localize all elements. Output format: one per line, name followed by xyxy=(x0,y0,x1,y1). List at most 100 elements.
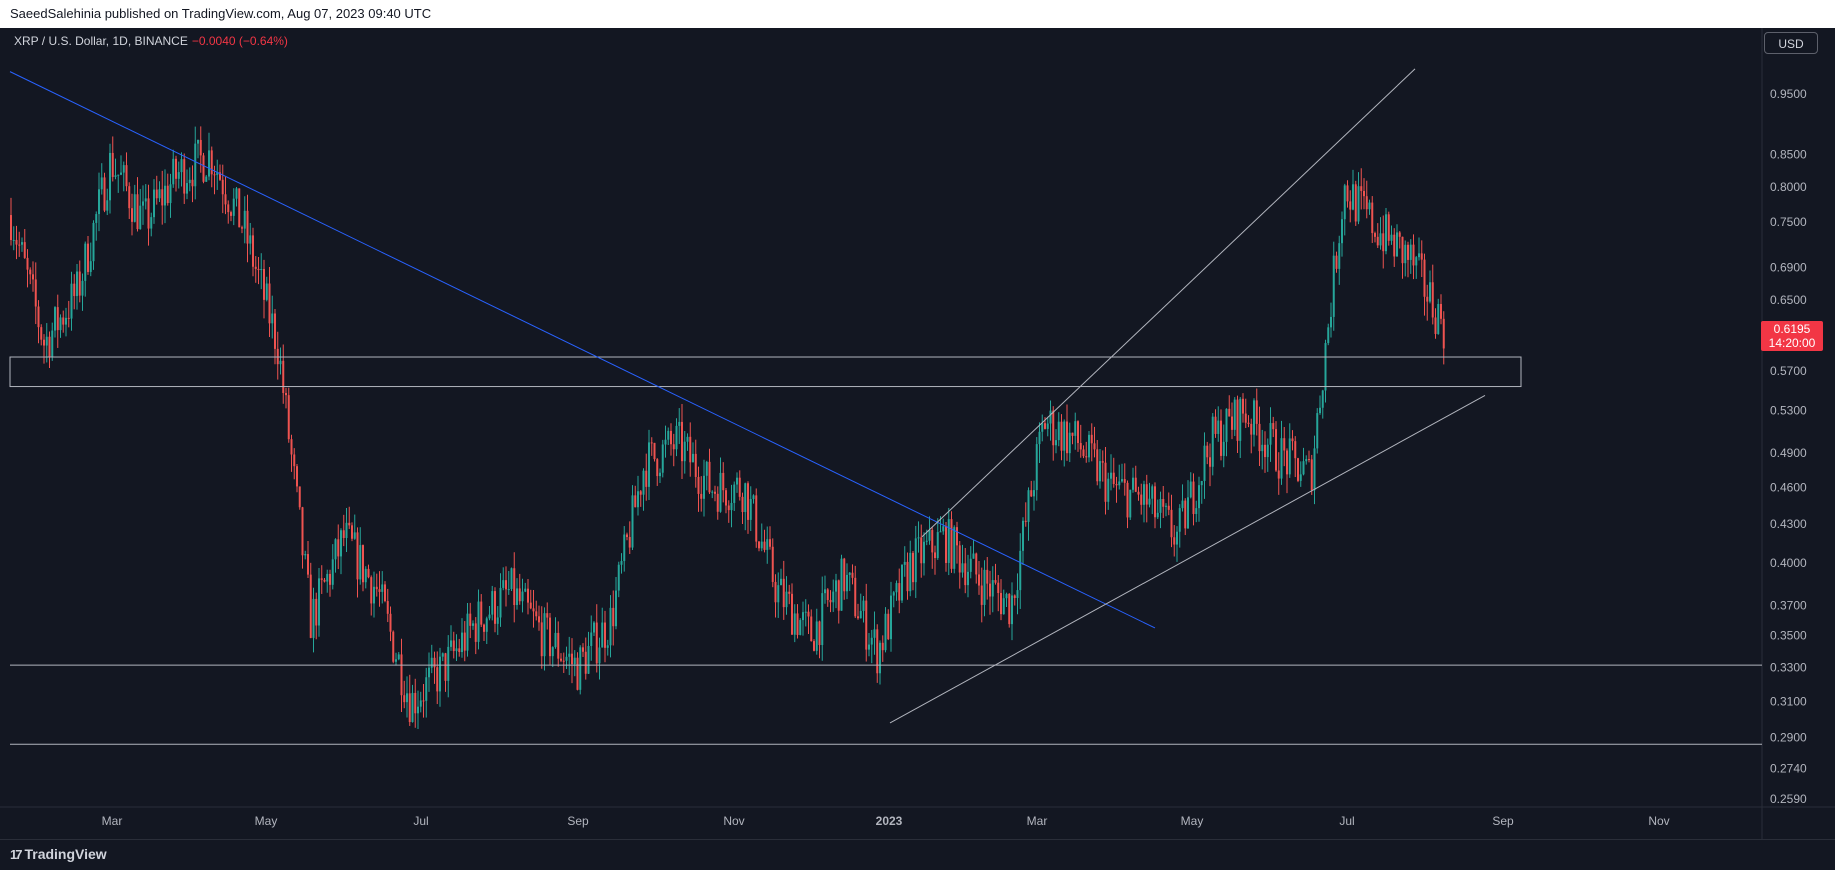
candle-body xyxy=(612,607,615,627)
candle-body xyxy=(142,201,144,206)
time-tick-label: Sep xyxy=(1492,814,1514,828)
price-tick-label: 0.2900 xyxy=(1770,731,1807,745)
candle-body xyxy=(351,525,353,539)
publish-header: SaeedSalehinia published on TradingView.… xyxy=(0,0,1835,28)
candle-body xyxy=(290,439,293,455)
candle-body xyxy=(1112,472,1115,484)
candle-body xyxy=(1283,438,1286,451)
candle-body xyxy=(906,561,909,592)
candle-body xyxy=(868,644,870,650)
candle-body xyxy=(1368,202,1371,210)
candle-body xyxy=(1049,410,1052,424)
candle-body xyxy=(802,612,804,621)
price-chart[interactable]: 0.9500 0.8500 0.8000 0.7500 0.6900 0.6500 0.57… xyxy=(0,28,1835,839)
candle-body xyxy=(1244,413,1247,423)
price-tick-label: 0.5300 xyxy=(1770,404,1807,418)
candle-body xyxy=(362,545,364,583)
candle-body xyxy=(694,453,697,477)
candle-body xyxy=(634,495,637,508)
candle-body xyxy=(763,541,766,550)
candle-body xyxy=(1291,438,1294,442)
candle-body xyxy=(428,667,430,678)
candle-body xyxy=(923,541,925,564)
candle-body xyxy=(114,175,117,177)
candle-body xyxy=(1387,214,1390,241)
candle-body xyxy=(505,580,507,590)
candle-body xyxy=(725,490,727,506)
candle-body xyxy=(865,600,868,650)
candle-body xyxy=(1228,408,1231,417)
candle-body xyxy=(62,317,65,325)
candle-body xyxy=(367,568,370,578)
candle-body xyxy=(263,268,265,300)
candle-body xyxy=(579,647,582,690)
tradingview-logo-icon: 17 xyxy=(10,846,23,862)
candle-body xyxy=(1192,481,1195,515)
candle-body xyxy=(183,159,186,194)
candle-body xyxy=(238,188,241,228)
candle-body xyxy=(406,693,408,703)
candle-body xyxy=(221,179,224,195)
candle-body xyxy=(1431,282,1434,318)
candle-body xyxy=(235,188,238,199)
candle-body xyxy=(1200,480,1203,486)
candle-body xyxy=(664,439,667,445)
candle-body xyxy=(219,172,221,180)
candle-body xyxy=(485,618,488,632)
candle-body xyxy=(436,667,439,692)
candle-body xyxy=(840,558,843,611)
candle-body xyxy=(1107,478,1110,502)
candle-body xyxy=(340,530,342,557)
candle-body xyxy=(692,453,694,463)
candle-body xyxy=(810,616,813,642)
candle-body xyxy=(161,189,164,206)
candle-body xyxy=(1407,244,1409,260)
candle-body xyxy=(466,613,469,651)
candle-body xyxy=(1299,474,1302,481)
candle-body xyxy=(202,155,205,182)
candle-body xyxy=(1214,416,1217,434)
price-change: −0.0040 (−0.64%) xyxy=(191,34,288,48)
candle-body xyxy=(43,339,45,346)
candle-body xyxy=(799,620,802,635)
candle-body xyxy=(1063,421,1066,451)
last-price: 0.6195 xyxy=(1773,322,1811,336)
candle-body xyxy=(1313,448,1316,491)
candle-body xyxy=(956,527,958,546)
symbol-legend: XRP / U.S. Dollar, 1D, BINANCE −0.0040 (−… xyxy=(14,34,288,48)
candle-body xyxy=(898,583,901,601)
candle-body xyxy=(166,185,169,204)
candle-body xyxy=(1363,190,1365,197)
candle-body xyxy=(373,586,375,604)
candle-body xyxy=(1255,400,1258,424)
candle-body xyxy=(598,647,601,664)
candle-body xyxy=(568,653,571,657)
candle-body xyxy=(197,139,199,144)
tradingview-brand[interactable]: 17 TradingView xyxy=(10,846,107,862)
candle-body xyxy=(1264,444,1266,458)
candle-body xyxy=(1082,449,1085,457)
candle-body xyxy=(1024,520,1027,522)
candle-body xyxy=(191,179,194,187)
candle-body xyxy=(1206,445,1209,458)
candle-body xyxy=(1261,444,1264,452)
candle-body xyxy=(1104,462,1107,502)
candle-body xyxy=(854,577,857,617)
candle-body xyxy=(329,573,331,585)
candle-body xyxy=(1030,490,1033,497)
price-tick-label: 0.2590 xyxy=(1770,792,1807,806)
candle-body xyxy=(870,637,873,645)
candle-body xyxy=(285,393,287,396)
candle-body xyxy=(65,317,67,325)
candle-body xyxy=(315,598,318,626)
candle-body xyxy=(1242,398,1244,414)
candle-body xyxy=(736,477,738,485)
candle-body xyxy=(337,539,340,557)
candle-body xyxy=(1418,253,1420,258)
price-tick-label: 0.5700 xyxy=(1770,364,1807,378)
candle-body xyxy=(188,179,191,184)
candle-body xyxy=(312,598,315,638)
time-tick-label: May xyxy=(255,814,278,828)
candle-body xyxy=(766,539,769,550)
currency-button[interactable]: USD xyxy=(1764,32,1818,54)
